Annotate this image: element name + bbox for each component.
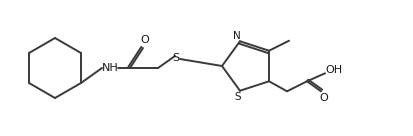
Text: N: N — [233, 31, 240, 41]
Text: NH: NH — [101, 63, 118, 73]
Text: S: S — [172, 53, 179, 63]
Text: S: S — [234, 92, 241, 102]
Text: O: O — [140, 35, 149, 45]
Text: O: O — [319, 93, 328, 103]
Text: OH: OH — [325, 65, 342, 75]
